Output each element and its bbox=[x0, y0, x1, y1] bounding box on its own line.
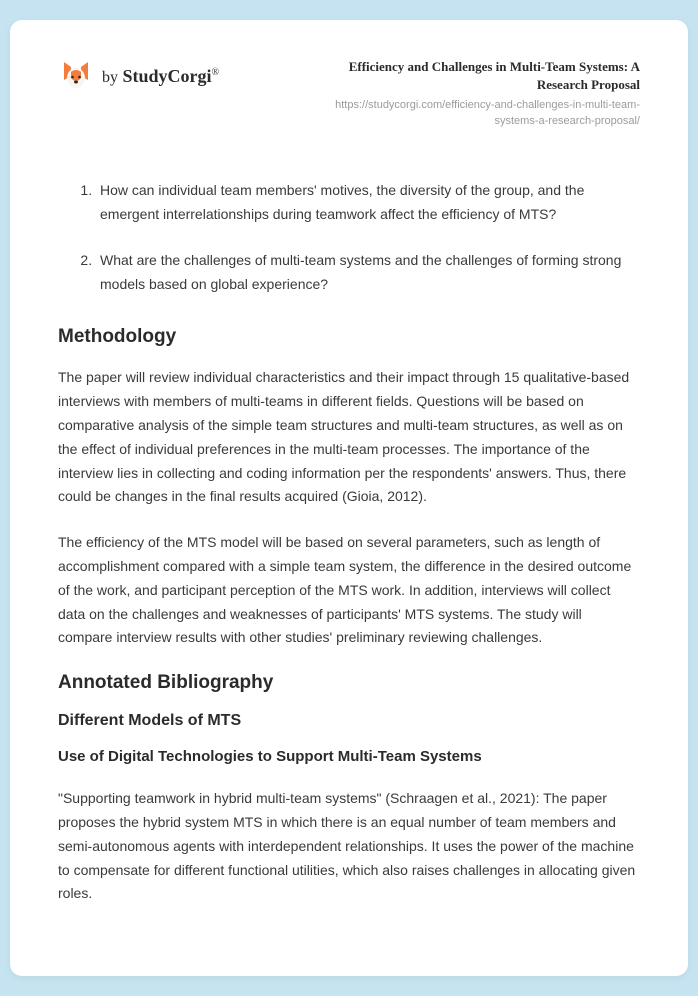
heading-methodology: Methodology bbox=[58, 326, 640, 348]
paragraph: "Supporting teamwork in hybrid multi-tea… bbox=[58, 787, 640, 906]
subheading-digital: Use of Digital Technologies to Support M… bbox=[58, 748, 640, 765]
doc-title: Efficiency and Challenges in Multi-Team … bbox=[300, 58, 640, 94]
heading-bibliography: Annotated Bibliography bbox=[58, 672, 640, 694]
document-page: by StudyCorgi® Efficiency and Challenges… bbox=[10, 20, 688, 976]
paragraph: The efficiency of the MTS model will be … bbox=[58, 531, 640, 650]
brand-text: by StudyCorgi® bbox=[102, 66, 219, 87]
subheading-models: Different Models of MTS bbox=[58, 712, 640, 730]
doc-meta: Efficiency and Challenges in Multi-Team … bbox=[300, 58, 640, 129]
list-item: How can individual team members' motives… bbox=[96, 179, 640, 227]
list-item: What are the challenges of multi-team sy… bbox=[96, 249, 640, 297]
brand: by StudyCorgi® bbox=[58, 58, 219, 94]
brand-by: by bbox=[102, 69, 118, 86]
brand-reg: ® bbox=[212, 67, 220, 78]
brand-name: StudyCorgi bbox=[123, 66, 212, 86]
doc-url: https://studycorgi.com/efficiency-and-ch… bbox=[300, 98, 640, 129]
research-questions: How can individual team members' motives… bbox=[58, 179, 640, 296]
header: by StudyCorgi® Efficiency and Challenges… bbox=[58, 58, 640, 129]
corgi-logo-icon bbox=[58, 58, 94, 94]
paragraph: The paper will review individual charact… bbox=[58, 366, 640, 509]
